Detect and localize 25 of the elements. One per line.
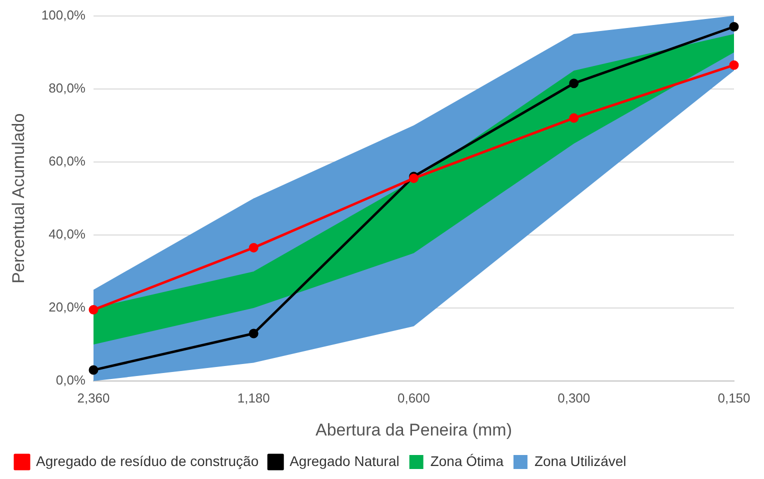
x-tick-label: 0,150: [718, 390, 750, 406]
legend-label: Agregado de resíduo de construção: [36, 452, 259, 469]
x-tick-label: 1,180: [237, 390, 270, 406]
y-tick-label: 60,0%: [48, 153, 86, 168]
point: [569, 113, 579, 123]
point: [569, 78, 579, 88]
x-tick-label: 0,600: [397, 390, 430, 406]
legend-label: Zona Ótima: [430, 452, 504, 469]
y-tick-label: 40,0%: [48, 226, 86, 242]
point: [729, 22, 739, 32]
legend-label: Zona Utilizável: [534, 452, 626, 469]
y-axis-title: Percentual Acumulado: [8, 113, 28, 284]
point: [248, 242, 258, 252]
point: [88, 365, 98, 375]
x-axis-title: Abertura da Peneira (mm): [315, 420, 512, 440]
legend-label: Agregado Natural: [290, 452, 400, 469]
y-tick-label: 20,0%: [48, 300, 86, 315]
y-tick-label: 80,0%: [48, 80, 86, 96]
y-tick-label: 100,0%: [41, 7, 86, 22]
point: [729, 60, 739, 70]
point: [88, 305, 98, 315]
x-tick-label: 0,300: [558, 390, 590, 406]
x-tick-label: 2,360: [77, 390, 110, 406]
y-tick-label: 0,0%: [56, 372, 86, 388]
point: [248, 328, 258, 338]
